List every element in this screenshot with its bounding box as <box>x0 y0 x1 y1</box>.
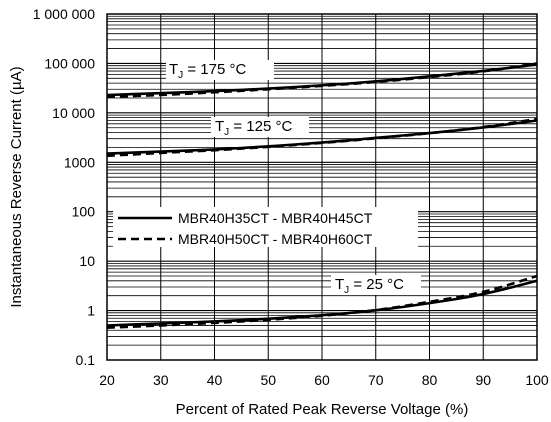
x-axis-label: Percent of Rated Peak Reverse Voltage (%… <box>176 401 469 418</box>
y-tick-label: 100 <box>72 204 96 220</box>
series-line-tj-25-dashed <box>106 274 538 329</box>
annotation-tj-175: TJ = 175 °C <box>166 60 274 81</box>
x-tick-label: 100 <box>525 372 549 388</box>
x-tick-label: 50 <box>260 372 276 388</box>
y-tick-label: 100 000 <box>44 55 95 71</box>
y-tick-label: 0.1 <box>76 352 96 368</box>
y-tick-label: 1 <box>87 303 95 319</box>
x-tick-label: 80 <box>422 372 438 388</box>
x-tick-label: 20 <box>99 372 115 388</box>
grid <box>107 14 537 360</box>
series-line-tj-175-dashed <box>106 62 538 99</box>
x-tick-label: 60 <box>314 372 330 388</box>
svg-text:TJ = 175 °C: TJ = 175 °C <box>169 61 246 81</box>
series-layer <box>106 62 538 329</box>
y-tick-label: 10 000 <box>52 105 95 121</box>
legend-label-solid: MBR40H35CT - MBR40H45CT <box>178 210 373 226</box>
tick-labels: 20 30 40 50 60 70 80 90 100 0.1 1 10 100 1000 10 000 10… <box>33 6 549 388</box>
x-tick-label: 30 <box>153 372 169 388</box>
annotation-tj-25: TJ = 25 °C <box>331 275 421 296</box>
plot-frame <box>106 13 538 361</box>
legend: MBR40H35CT - MBR40H45CT MBR40H50CT - MBR… <box>113 207 418 247</box>
y-tick-label: 10 <box>79 253 95 269</box>
legend-label-dashed: MBR40H50CT - MBR40H60CT <box>178 231 373 247</box>
y-tick-label: 1000 <box>64 154 95 170</box>
svg-text:TJ = 125 °C: TJ = 125 °C <box>215 118 292 138</box>
x-tick-label: 40 <box>207 372 223 388</box>
series-line-tj-125-dashed <box>106 117 538 158</box>
x-tick-label: 90 <box>475 372 491 388</box>
svg-text:TJ = 25 °C: TJ = 25 °C <box>335 276 404 296</box>
y-axis-label: Instantaneous Reverse Current (µA) <box>8 66 25 307</box>
annotation-tj-125: TJ = 125 °C <box>211 117 309 138</box>
y-tick-label: 1 000 000 <box>33 6 95 22</box>
x-tick-label: 70 <box>368 372 384 388</box>
